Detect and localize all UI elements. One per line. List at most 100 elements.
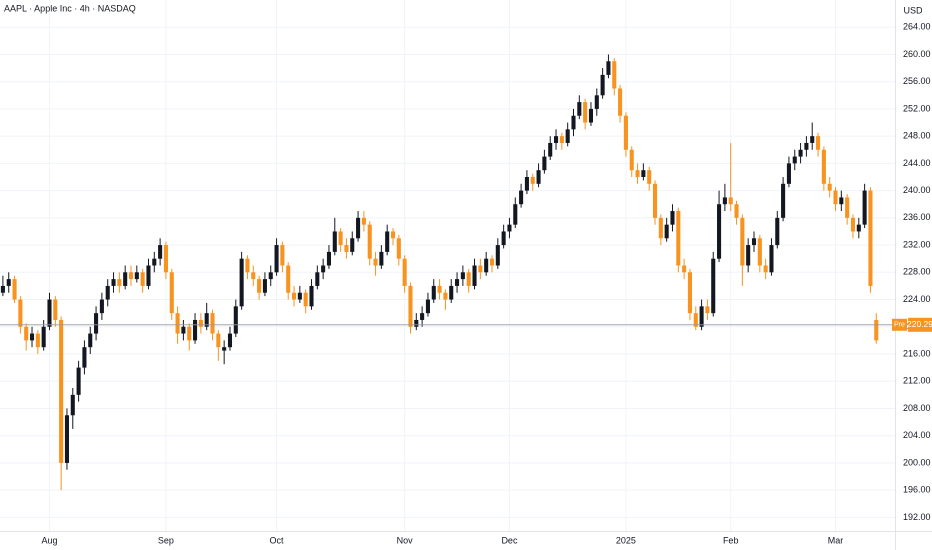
candle-body (286, 265, 291, 293)
candle-body (414, 319, 419, 327)
candle-body (874, 319, 879, 341)
candle-body (163, 245, 168, 273)
candle-body (577, 102, 582, 116)
candle-body (670, 211, 675, 225)
candle-body (367, 224, 372, 259)
candle-body (82, 347, 87, 368)
candle-body (41, 326, 46, 348)
x-tick-label: Aug (41, 535, 57, 545)
candle-body (786, 163, 791, 184)
y-tick-label: 216.00 (903, 348, 931, 358)
candle-body (385, 231, 390, 252)
candle-body (35, 333, 40, 348)
candle-body (402, 258, 407, 286)
candle-body (315, 272, 320, 286)
candle-body (431, 285, 436, 300)
candle-body (303, 292, 308, 307)
candle-body (781, 183, 786, 218)
candle-body (746, 245, 751, 266)
candle-body (53, 299, 58, 320)
candle-body (338, 231, 343, 246)
candle-body (594, 95, 599, 109)
candle-body (262, 279, 267, 293)
candle-body (356, 217, 361, 239)
candle-body (827, 183, 832, 191)
x-tick-label: Feb (723, 535, 739, 545)
candle-body (495, 245, 500, 266)
candle-body (350, 238, 355, 252)
x-tick-label: Mar (828, 535, 844, 545)
candle-body (291, 292, 297, 300)
candle-body (297, 292, 302, 300)
candle-body (816, 136, 821, 150)
y-tick-label: 204.00 (903, 430, 931, 440)
candle-body (408, 285, 413, 327)
candle-body (0, 285, 5, 293)
candle-body (652, 183, 658, 218)
candle-body (152, 258, 157, 266)
candle-body (856, 224, 861, 232)
candle-body (70, 394, 75, 416)
candle-body (600, 74, 605, 96)
candle-body (268, 272, 273, 280)
candle-body (128, 272, 134, 280)
candle-body (559, 136, 564, 143)
candle-body (769, 245, 774, 273)
candle-body (501, 231, 506, 246)
candle-body (105, 285, 110, 300)
candle-body (245, 258, 250, 273)
y-tick-label: 208.00 (903, 403, 931, 413)
candle-body (257, 279, 262, 293)
candle-body (548, 142, 553, 157)
x-tick-label: Oct (270, 535, 285, 545)
candle-body (443, 292, 448, 300)
y-tick-label: 244.00 (903, 158, 931, 168)
candle-body (565, 129, 570, 143)
candle-body (64, 415, 69, 463)
currency-label: USD (903, 5, 923, 15)
candle-body (361, 217, 366, 225)
candle-body (12, 279, 17, 300)
candle-body (280, 245, 285, 266)
y-tick-label: 252.00 (903, 103, 931, 113)
candle-body (140, 272, 145, 286)
candle-body (664, 224, 669, 239)
candle-body (687, 272, 692, 314)
candle-body (740, 217, 745, 266)
candle-body (379, 251, 384, 266)
candle-body (222, 347, 227, 351)
y-tick-label: 236.00 (903, 212, 931, 222)
candle-body (274, 245, 279, 273)
candle-body (449, 285, 454, 300)
candle-body (612, 61, 617, 89)
candle-body (239, 258, 244, 307)
candle-body (530, 177, 535, 184)
candle-body (472, 265, 477, 286)
candle-body (850, 217, 856, 232)
price-tag-label: 220.29 (907, 319, 932, 329)
candle-body (24, 326, 29, 341)
candle-body (117, 279, 122, 286)
candle-body (321, 265, 326, 273)
candle-body (326, 251, 332, 266)
y-tick-label: 212.00 (903, 376, 931, 386)
candle-body (29, 333, 35, 341)
candle-body (111, 279, 116, 286)
session-tag (892, 318, 907, 331)
candle-body (682, 265, 687, 273)
candle-body (676, 211, 681, 266)
candle-body (588, 108, 594, 123)
candle-body (193, 319, 198, 341)
candle-body (332, 231, 337, 252)
candle-body (839, 197, 844, 205)
candle-body (47, 299, 52, 327)
y-tick-label: 260.00 (903, 49, 931, 59)
candle-body (536, 170, 541, 184)
candle-body (233, 306, 238, 334)
candle-body (6, 279, 11, 286)
candle-body (693, 313, 698, 327)
candle-body (169, 272, 174, 314)
candle-body (373, 258, 378, 266)
candle-body (216, 333, 221, 348)
candle-body (227, 333, 233, 348)
